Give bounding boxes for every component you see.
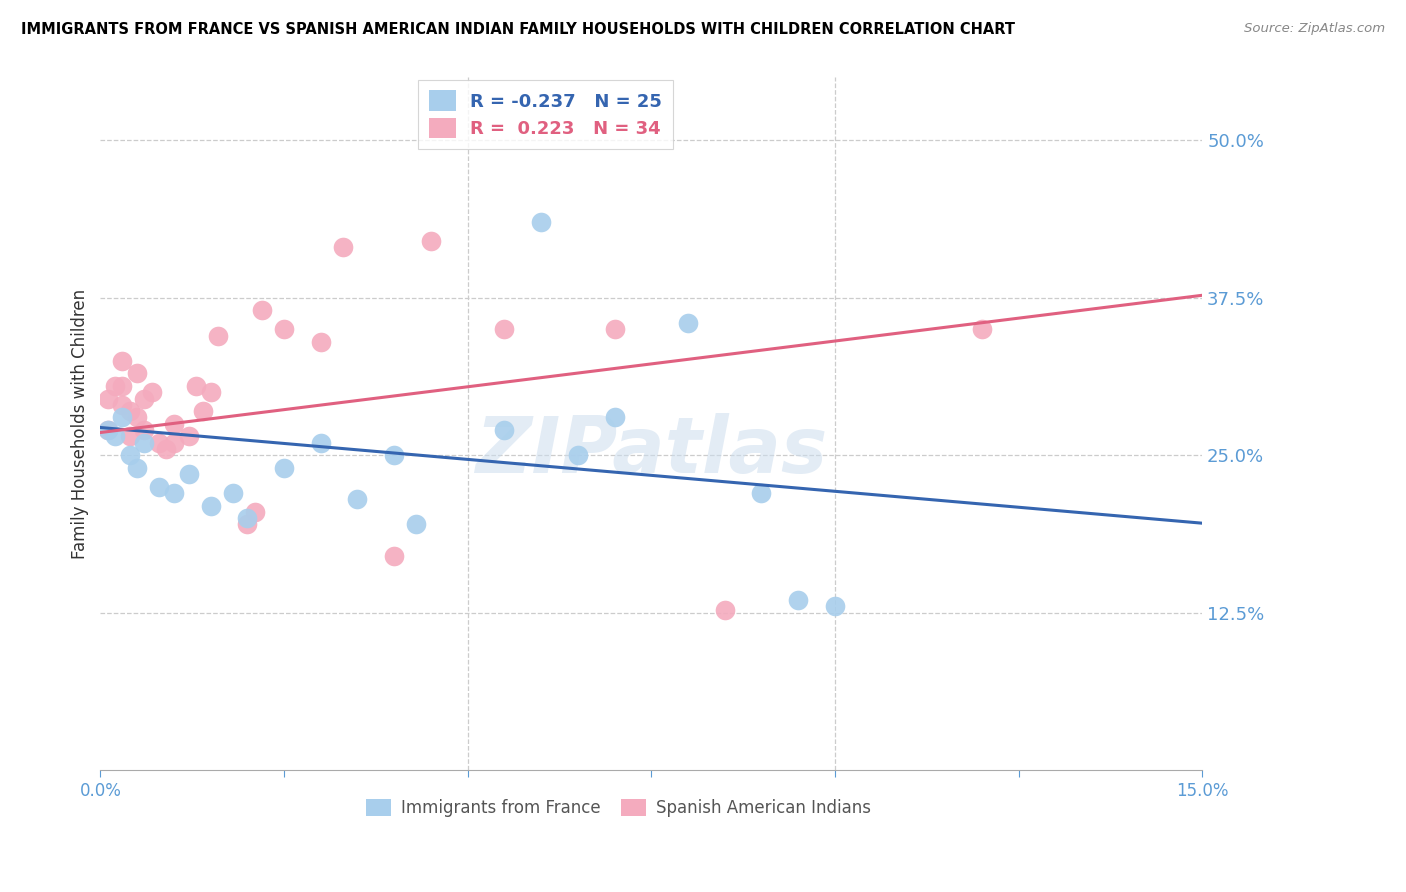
Point — [530, 215, 553, 229]
Point — [125, 410, 148, 425]
Point — [419, 234, 441, 248]
Point — [111, 353, 134, 368]
Point — [125, 367, 148, 381]
Point — [141, 385, 163, 400]
Point — [163, 486, 186, 500]
Point — [111, 379, 134, 393]
Y-axis label: Family Households with Children: Family Households with Children — [72, 289, 89, 558]
Text: Source: ZipAtlas.com: Source: ZipAtlas.com — [1244, 22, 1385, 36]
Point — [125, 460, 148, 475]
Point — [97, 392, 120, 406]
Point — [713, 603, 735, 617]
Point — [97, 423, 120, 437]
Point — [236, 511, 259, 525]
Point — [332, 240, 354, 254]
Point — [382, 549, 405, 563]
Point — [273, 322, 295, 336]
Point — [118, 404, 141, 418]
Point — [494, 423, 516, 437]
Text: ZIPatlas: ZIPatlas — [475, 413, 827, 490]
Point — [200, 385, 222, 400]
Point — [148, 435, 170, 450]
Point — [118, 448, 141, 462]
Text: IMMIGRANTS FROM FRANCE VS SPANISH AMERICAN INDIAN FAMILY HOUSEHOLDS WITH CHILDRE: IMMIGRANTS FROM FRANCE VS SPANISH AMERIC… — [21, 22, 1015, 37]
Point — [494, 322, 516, 336]
Point — [200, 499, 222, 513]
Point — [382, 448, 405, 462]
Point — [603, 410, 626, 425]
Point — [970, 322, 993, 336]
Point — [111, 410, 134, 425]
Point — [250, 303, 273, 318]
Point — [236, 517, 259, 532]
Point — [118, 429, 141, 443]
Point — [824, 599, 846, 614]
Point — [603, 322, 626, 336]
Point — [184, 379, 207, 393]
Point — [111, 398, 134, 412]
Point — [163, 435, 186, 450]
Point — [104, 379, 127, 393]
Point — [134, 435, 156, 450]
Point — [676, 316, 699, 330]
Point — [177, 429, 200, 443]
Point — [193, 404, 215, 418]
Point — [134, 423, 156, 437]
Legend: Immigrants from France, Spanish American Indians: Immigrants from France, Spanish American… — [360, 792, 877, 824]
Point — [309, 334, 332, 349]
Point — [177, 467, 200, 481]
Point — [787, 593, 810, 607]
Point — [346, 492, 368, 507]
Point — [405, 517, 427, 532]
Point — [207, 328, 229, 343]
Point — [148, 480, 170, 494]
Point — [97, 423, 120, 437]
Point — [104, 429, 127, 443]
Point — [163, 417, 186, 431]
Point — [567, 448, 589, 462]
Point — [751, 486, 773, 500]
Point — [273, 460, 295, 475]
Point — [155, 442, 177, 456]
Point — [309, 435, 332, 450]
Point — [221, 486, 243, 500]
Point — [243, 505, 266, 519]
Point — [134, 392, 156, 406]
